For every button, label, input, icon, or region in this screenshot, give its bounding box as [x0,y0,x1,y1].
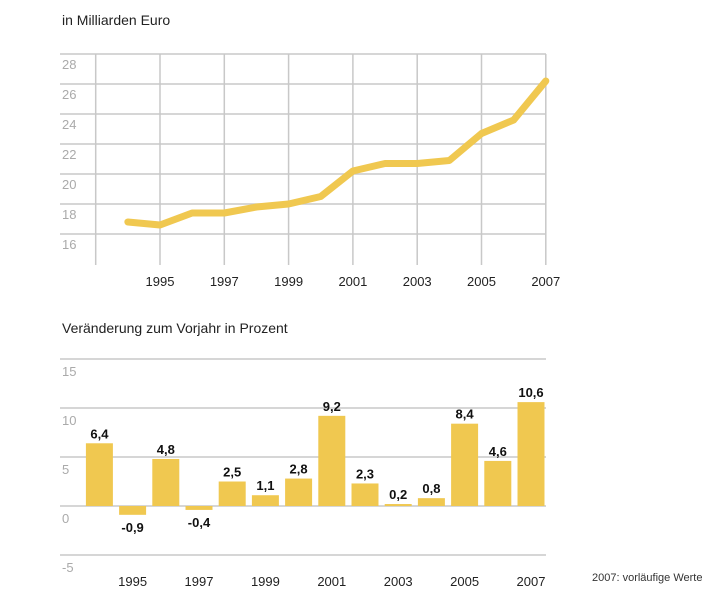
bar-x-tick-label: 2003 [384,574,413,589]
line-x-tick-label: 2003 [403,274,432,289]
bar-data-label: 0,2 [389,487,407,502]
bar-data-label: 0,8 [422,481,440,496]
bar [451,423,479,506]
line-y-tick-label: 28 [62,57,76,72]
bar [517,402,545,506]
footnote: 2007: vorläufige Werte [592,572,703,584]
line-chart-title: in Milliarden Euro [62,12,171,28]
bar-y-tick-label: 0 [62,511,69,526]
bar-data-label: 2,3 [356,466,374,481]
bar [318,415,346,506]
line-y-tick-label: 16 [62,237,76,252]
bar-data-label: 6,4 [90,426,109,441]
line-y-tick-label: 20 [62,177,76,192]
bar-data-label: 10,6 [518,385,543,400]
bar-data-label: 4,8 [157,442,175,457]
bar-x-tick-label: 1995 [118,574,147,589]
bar-x-tick-label: 1999 [251,574,280,589]
bar-data-label: -0,4 [188,515,211,530]
bar [484,460,512,506]
line-series [124,77,550,229]
bar-x-tick-label: 2005 [450,574,479,589]
bar [119,506,147,515]
bar-data-label: 4,6 [489,444,507,459]
line-x-tick-label: 2007 [531,274,560,289]
bar-y-tick-label: 10 [62,413,76,428]
bar [85,443,113,506]
bar-data-label: 2,8 [290,462,308,477]
bar-data-label: 8,4 [456,407,475,422]
line-x-tick-label: 2005 [467,274,496,289]
bar-data-label: 2,5 [223,465,241,480]
line-y-tick-label: 18 [62,207,76,222]
bar-y-tick-label: -5 [62,560,74,575]
line-y-tick-label: 24 [62,117,76,132]
bar-data-label: -0,9 [121,520,143,535]
bar-y-tick-label: 5 [62,462,69,477]
line-y-tick-label: 26 [62,87,76,102]
bar-x-tick-label: 2007 [517,574,546,589]
bar [218,481,246,506]
bar [251,495,279,506]
bar-x-tick-label: 1997 [185,574,214,589]
bar [152,458,180,506]
line-y-tick-label: 22 [62,147,76,162]
line-x-tick-label: 1997 [210,274,239,289]
bar [417,498,445,506]
bar [384,504,412,507]
bar-data-label: 9,2 [323,399,341,414]
line-x-tick-label: 1995 [146,274,175,289]
bar-chart-title: Veränderung zum Vorjahr in Prozent [62,320,288,336]
bar [351,483,379,506]
line-x-tick-label: 1999 [274,274,303,289]
bar-x-tick-label: 2001 [317,574,346,589]
line-x-tick-label: 2001 [338,274,367,289]
bar-data-label: 1,1 [256,478,274,493]
bar-y-tick-label: 15 [62,364,76,379]
bar [185,506,213,510]
bar [285,478,313,506]
